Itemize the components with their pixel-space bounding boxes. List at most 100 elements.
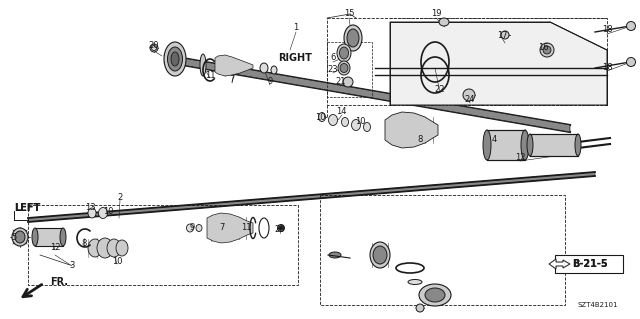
Ellipse shape xyxy=(338,61,350,75)
Text: 18: 18 xyxy=(602,63,612,72)
Ellipse shape xyxy=(60,228,66,246)
Text: 1: 1 xyxy=(293,24,299,33)
Ellipse shape xyxy=(463,89,475,101)
Ellipse shape xyxy=(527,134,533,156)
Text: 10: 10 xyxy=(315,114,325,122)
Text: 6: 6 xyxy=(330,54,336,63)
Ellipse shape xyxy=(88,239,102,257)
Text: 12: 12 xyxy=(515,153,525,162)
Text: 18: 18 xyxy=(602,26,612,34)
Ellipse shape xyxy=(373,246,387,264)
Ellipse shape xyxy=(271,66,277,74)
Polygon shape xyxy=(549,259,570,269)
Ellipse shape xyxy=(540,43,554,57)
Ellipse shape xyxy=(164,42,186,76)
Ellipse shape xyxy=(340,63,348,72)
Ellipse shape xyxy=(278,225,285,232)
Ellipse shape xyxy=(200,54,206,76)
Ellipse shape xyxy=(501,31,509,39)
Text: SZT4B2101: SZT4B2101 xyxy=(578,302,618,308)
Text: 9: 9 xyxy=(268,78,273,86)
Polygon shape xyxy=(165,55,570,132)
Ellipse shape xyxy=(339,47,349,59)
Ellipse shape xyxy=(88,208,96,218)
Ellipse shape xyxy=(351,120,360,130)
Ellipse shape xyxy=(627,21,636,31)
Text: 9: 9 xyxy=(189,224,195,233)
Text: 12: 12 xyxy=(50,243,60,253)
Text: 14: 14 xyxy=(336,108,346,116)
Ellipse shape xyxy=(419,284,451,306)
Text: 13: 13 xyxy=(84,204,95,212)
Bar xyxy=(320,195,565,305)
Ellipse shape xyxy=(99,207,108,219)
Text: 4: 4 xyxy=(492,136,497,145)
Polygon shape xyxy=(28,172,595,222)
Ellipse shape xyxy=(439,18,449,26)
Text: LEFT: LEFT xyxy=(14,203,40,213)
Ellipse shape xyxy=(521,130,529,160)
Bar xyxy=(487,130,525,160)
Text: 10: 10 xyxy=(103,207,113,217)
Ellipse shape xyxy=(15,231,25,243)
Text: RIGHT: RIGHT xyxy=(278,53,312,63)
Bar xyxy=(35,228,63,246)
Text: 19: 19 xyxy=(431,10,441,19)
Ellipse shape xyxy=(347,29,359,47)
Ellipse shape xyxy=(12,228,28,246)
Text: 3: 3 xyxy=(69,261,75,270)
Ellipse shape xyxy=(196,225,202,232)
Ellipse shape xyxy=(279,226,283,230)
Ellipse shape xyxy=(319,113,326,122)
Text: FR.: FR. xyxy=(50,277,68,287)
Polygon shape xyxy=(385,112,438,148)
Ellipse shape xyxy=(150,44,158,52)
Ellipse shape xyxy=(483,130,491,160)
Ellipse shape xyxy=(364,122,371,131)
Text: 17: 17 xyxy=(497,31,508,40)
Ellipse shape xyxy=(425,288,445,302)
Ellipse shape xyxy=(107,239,121,257)
Text: 16: 16 xyxy=(538,43,548,53)
Ellipse shape xyxy=(337,44,351,62)
Ellipse shape xyxy=(408,279,422,285)
Ellipse shape xyxy=(342,117,349,127)
Text: 5: 5 xyxy=(12,233,17,241)
Ellipse shape xyxy=(186,224,193,232)
Text: 2: 2 xyxy=(117,192,123,202)
Bar xyxy=(530,134,578,156)
Ellipse shape xyxy=(343,77,353,87)
Bar xyxy=(327,18,607,105)
Text: 23: 23 xyxy=(328,65,339,75)
Text: 24: 24 xyxy=(465,95,476,105)
Polygon shape xyxy=(207,213,253,243)
Ellipse shape xyxy=(328,115,337,125)
Ellipse shape xyxy=(152,46,157,50)
Text: B-21-5: B-21-5 xyxy=(572,259,607,269)
Bar xyxy=(28,205,298,285)
Text: 20: 20 xyxy=(148,41,159,49)
Text: 8: 8 xyxy=(81,240,86,249)
Text: 20: 20 xyxy=(275,226,285,234)
Text: B-21-5: B-21-5 xyxy=(572,259,607,269)
Ellipse shape xyxy=(32,228,38,246)
Ellipse shape xyxy=(260,63,268,73)
Ellipse shape xyxy=(627,57,636,66)
Text: 8: 8 xyxy=(417,136,422,145)
Ellipse shape xyxy=(344,25,362,51)
Text: 21: 21 xyxy=(336,78,346,86)
Ellipse shape xyxy=(171,52,179,66)
Text: 10: 10 xyxy=(355,117,365,127)
Text: 22: 22 xyxy=(435,85,445,94)
Text: 7: 7 xyxy=(220,224,225,233)
Text: 15: 15 xyxy=(344,10,355,19)
Text: 11: 11 xyxy=(205,70,215,79)
Bar xyxy=(327,42,372,97)
Ellipse shape xyxy=(116,240,128,256)
Text: LEFT: LEFT xyxy=(14,203,40,213)
Ellipse shape xyxy=(97,238,113,258)
Text: 7: 7 xyxy=(229,76,235,85)
Ellipse shape xyxy=(543,46,551,54)
Ellipse shape xyxy=(575,134,581,156)
Text: 11: 11 xyxy=(241,224,252,233)
